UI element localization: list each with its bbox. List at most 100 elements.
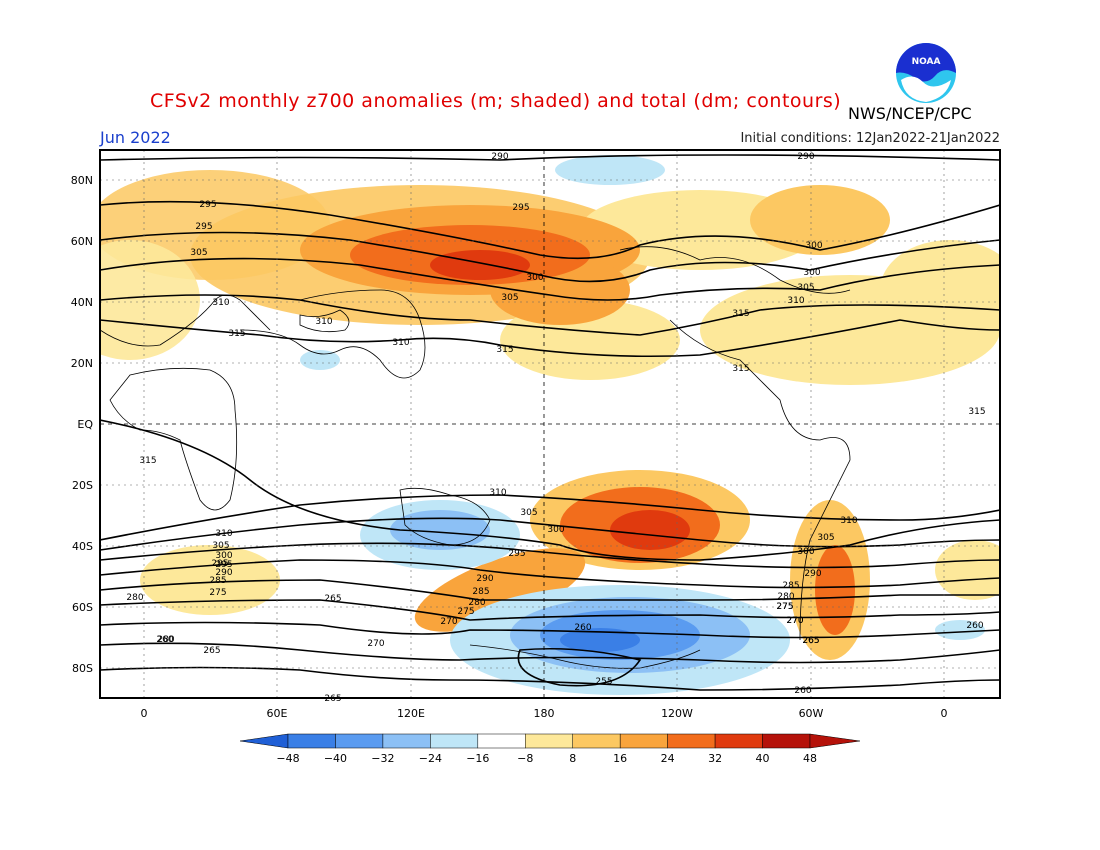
svg-text:NOAA: NOAA (912, 57, 941, 67)
chart-title: CFSv2 monthly z700 anomalies (m; shaded)… (150, 90, 842, 112)
contour-label: 260 (966, 621, 983, 631)
colorbar-box (762, 733, 811, 749)
agency-label: NWS/NCEP/CPC (848, 104, 972, 123)
contour-label: 280 (468, 598, 485, 608)
colorbar-box (714, 733, 763, 749)
contour-label: 270 (367, 639, 384, 649)
lon-tick-label: 60W (799, 707, 824, 720)
colorbar-box (382, 733, 431, 749)
colorbar-box (477, 733, 526, 749)
colorbar-box (667, 733, 716, 749)
contour-label: 305 (797, 283, 814, 293)
contour-label: 260 (156, 635, 173, 645)
colorbar-tick-label: −32 (371, 752, 394, 765)
colorbar-arrow-left (239, 733, 289, 749)
contour-label: 295 (195, 222, 212, 232)
contour-label: 295 (199, 200, 216, 210)
contour-label: 310 (787, 296, 804, 306)
contour-label: 310 (315, 317, 332, 327)
contour-label: 305 (520, 508, 537, 518)
lat-tick-label: 60S (72, 601, 93, 614)
contour-label: 265 (802, 636, 819, 646)
lat-tick-label: EQ (77, 418, 93, 431)
colorbar-tick-label: 40 (756, 752, 770, 765)
lon-tick-label: 180 (534, 707, 555, 720)
lat-tick-label: 80S (72, 662, 93, 675)
colorbar-tick-label: −16 (466, 752, 489, 765)
contour-label: 305 (212, 541, 229, 551)
height-contours (100, 154, 1000, 691)
contour-label: 275 (776, 602, 793, 612)
lon-tick-label: 120E (397, 707, 425, 720)
reference-lines (100, 150, 1000, 698)
contour-label: 310 (392, 338, 409, 348)
contour-label: 270 (786, 616, 803, 626)
colorbar-tick-label: 48 (803, 752, 817, 765)
lat-tick-label: 80N (71, 174, 93, 187)
colorbar-tick-label: −24 (419, 752, 442, 765)
contour-label: 295 (211, 559, 228, 569)
lat-tick-label: 60N (71, 235, 93, 248)
noaa-logo: NOAA (896, 43, 956, 103)
colorbar-box (430, 733, 479, 749)
contour-label: 260 (574, 623, 591, 633)
contour-label: 305 (190, 248, 207, 258)
lat-tick-label: 40S (72, 540, 93, 553)
contour-label: 265 (203, 646, 220, 656)
contour-label: 260 (794, 686, 811, 696)
colorbar-tick-label: 8 (569, 752, 576, 765)
contour-label: 270 (786, 616, 803, 626)
contour-label: 315 (968, 407, 985, 417)
coastlines (100, 246, 851, 669)
colorbar-tick-label: −48 (276, 752, 299, 765)
contour-label: 290 (476, 574, 493, 584)
contour-label: 315 (732, 364, 749, 374)
contour-label: 255 (595, 677, 612, 687)
anomaly-shading (100, 150, 1000, 698)
lon-tick-label: 0 (941, 707, 948, 720)
lat-tick-label: 40N (71, 296, 93, 309)
contour-label: 295 (512, 203, 529, 213)
contour-label: 300 (797, 547, 814, 557)
contour-label: 280 (126, 593, 143, 603)
contour-label: 300 (803, 268, 820, 278)
contour-label: 295 (508, 549, 525, 559)
contour-label: 305 (817, 533, 834, 543)
contour-label: 310 (215, 529, 232, 539)
contour-label: 275 (209, 588, 226, 598)
contour-label: 290 (804, 569, 821, 579)
lon-tick-label: 120W (661, 707, 693, 720)
contour-label: 290 (215, 568, 232, 578)
contour-label: 280 (777, 592, 794, 602)
contour-label: 270 (440, 617, 457, 627)
contour-label: 285 (209, 576, 226, 586)
contour-label: 300 (215, 551, 232, 561)
contour-label: 310 (212, 298, 229, 308)
colorbar-tick-label: 32 (708, 752, 722, 765)
colorbar: −48 −40 −32 −24 −16 −8 8 16 24 32 40 48 (239, 733, 861, 765)
colorbar-box (335, 733, 384, 749)
contour-label: 265 (324, 594, 341, 604)
colorbar-tick-label: 16 (613, 752, 627, 765)
contour-label: 315 (732, 309, 749, 319)
contour-label: 265 (324, 694, 341, 704)
initial-conditions: Initial conditions: 12Jan2022-21Jan2022 (740, 131, 1000, 146)
contour-label: 275 (457, 607, 474, 617)
colorbar-tick-label: −40 (324, 752, 347, 765)
contour-label: 290 (797, 152, 814, 162)
graticule (100, 150, 1000, 698)
lon-tick-label: 60E (267, 707, 288, 720)
colorbar-box (619, 733, 668, 749)
lat-tick-label: 20S (72, 479, 93, 492)
contour-label: 275 (776, 602, 793, 612)
contour-label: 265 (802, 636, 819, 646)
lat-tick-label: 20N (71, 357, 93, 370)
latitude-labels: 80N 60N 40N 20N EQ 20S 40S 60S 80S (71, 174, 94, 675)
colorbar-box (287, 733, 336, 749)
map-frame (99, 149, 1001, 699)
contour-label: 315 (139, 456, 156, 466)
contour-label: 305 (501, 293, 518, 303)
colorbar-tick-label: 24 (661, 752, 675, 765)
colorbar-arrow-right (809, 733, 861, 749)
